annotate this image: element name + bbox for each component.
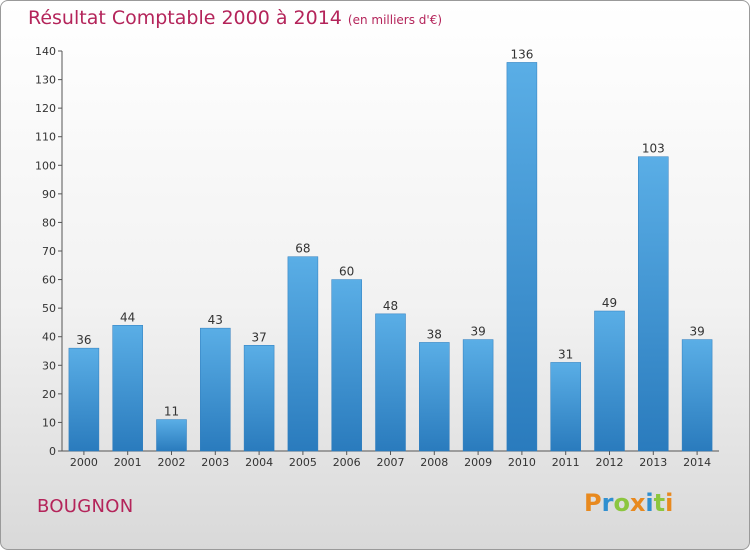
y-tick-label: 70	[42, 245, 56, 258]
bar-value-label: 31	[558, 347, 573, 361]
chart-title: Résultat Comptable 2000 à 2014 (en millie…	[28, 7, 442, 29]
y-tick-label: 90	[42, 188, 56, 201]
city-name: BOUGNON	[37, 496, 134, 517]
proxiti-logo: Proxiti	[584, 489, 674, 517]
y-tick-label: 50	[42, 302, 56, 315]
bar	[200, 327, 231, 452]
x-tick-label: 2006	[333, 456, 361, 469]
y-tick-label: 10	[42, 416, 56, 429]
y-tick-label: 140	[35, 45, 56, 58]
bar-value-label: 68	[295, 242, 310, 256]
x-tick-label: 2011	[552, 456, 580, 469]
bar	[68, 347, 100, 452]
x-tick-label: 2004	[245, 456, 273, 469]
x-tick-label: 2005	[289, 456, 317, 469]
bar-value-label: 39	[470, 325, 485, 339]
bar-value-label: 38	[427, 327, 442, 341]
bar-value-label: 44	[120, 310, 135, 324]
bar-value-label: 11	[164, 405, 179, 419]
bar-value-label: 48	[383, 299, 398, 313]
bar-value-label: 136	[510, 47, 533, 61]
bar	[506, 62, 538, 452]
bar	[287, 256, 319, 452]
bar	[419, 342, 450, 452]
bar-value-label: 36	[76, 333, 91, 347]
y-tick-label: 0	[49, 445, 56, 458]
bar-value-label: 39	[689, 325, 704, 339]
x-tick-label: 2003	[201, 456, 229, 469]
bar	[638, 156, 669, 452]
chart-title-text: Résultat Comptable 2000 à 2014	[28, 7, 342, 29]
bar-value-label: 103	[642, 142, 665, 156]
bar	[331, 279, 362, 452]
x-tick-label: 2014	[683, 456, 711, 469]
x-tick-label: 2002	[158, 456, 186, 469]
bar	[243, 345, 275, 452]
bar	[550, 362, 581, 452]
bar	[462, 339, 494, 452]
bar	[156, 419, 187, 452]
x-tick-label: 2010	[508, 456, 536, 469]
bar-value-label: 49	[602, 296, 617, 310]
y-tick-label: 80	[42, 216, 56, 229]
y-tick-label: 130	[35, 74, 56, 87]
x-tick-label: 2000	[70, 456, 98, 469]
bar	[594, 310, 625, 452]
y-tick-label: 110	[35, 131, 56, 144]
bar	[112, 325, 143, 452]
bar	[375, 313, 406, 452]
x-tick-label: 2009	[464, 456, 492, 469]
x-tick-label: 2012	[596, 456, 624, 469]
y-tick-label: 100	[35, 159, 56, 172]
y-tick-label: 20	[42, 388, 56, 401]
y-tick-label: 30	[42, 359, 56, 372]
x-tick-label: 2001	[114, 456, 142, 469]
bar-value-label: 43	[208, 313, 223, 327]
bar	[681, 339, 713, 452]
y-tick-label: 60	[42, 274, 56, 287]
y-tick-label: 40	[42, 331, 56, 344]
x-tick-label: 2007	[377, 456, 405, 469]
bar-value-label: 60	[339, 265, 354, 279]
chart-subtitle: (en milliers d'€)	[347, 13, 443, 27]
x-tick-label: 2013	[639, 456, 667, 469]
y-tick-label: 120	[35, 102, 56, 115]
x-tick-label: 2008	[420, 456, 448, 469]
bar-value-label: 37	[251, 330, 266, 344]
